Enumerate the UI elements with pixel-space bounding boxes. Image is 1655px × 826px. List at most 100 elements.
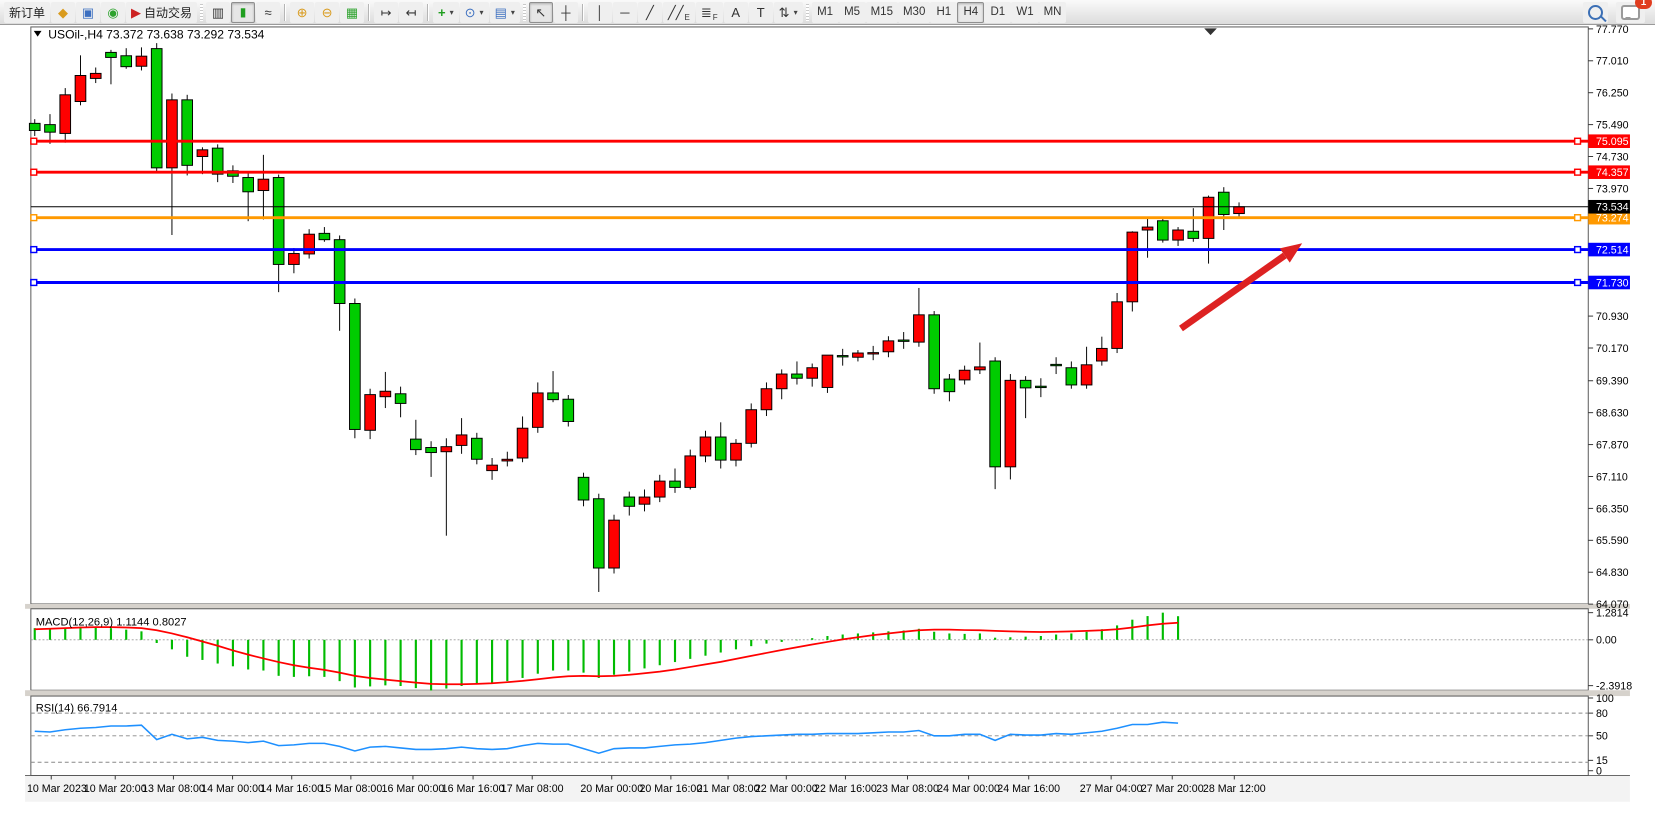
autotrade-button[interactable]: ▶ 自动交易 <box>126 1 198 23</box>
candle-body[interactable] <box>364 394 376 431</box>
timeframe-m5[interactable]: M5 <box>838 1 866 23</box>
candle-body[interactable] <box>1111 301 1123 349</box>
candle-body[interactable] <box>653 480 666 498</box>
candle-body[interactable] <box>928 314 940 390</box>
candle-body[interactable] <box>89 72 102 79</box>
line-handle[interactable] <box>30 245 38 254</box>
one-click-trading-button[interactable]: ◆ <box>51 1 76 23</box>
candle-body[interactable] <box>989 360 1001 468</box>
timeframe-m15[interactable]: M15 <box>865 1 898 23</box>
candle-body[interactable] <box>562 398 575 422</box>
candle-body[interactable] <box>958 369 971 381</box>
indicators-button[interactable]: + ▾ <box>433 1 459 23</box>
candle-body[interactable] <box>1080 364 1093 386</box>
candle-body[interactable] <box>455 434 468 446</box>
line-handle[interactable] <box>1573 245 1582 254</box>
candle-body[interactable] <box>913 314 925 343</box>
candle-body[interactable] <box>745 409 758 444</box>
candle-body[interactable] <box>1187 230 1200 239</box>
line-handle[interactable] <box>1573 278 1582 287</box>
candle-body[interactable] <box>150 48 163 169</box>
chart-area[interactable]: 77.770 77.010 76.250 75.490 74.730 73.970 73.2… <box>0 25 1655 826</box>
candle-body[interactable] <box>1126 231 1139 303</box>
candle-body[interactable] <box>318 232 331 241</box>
candle-body[interactable] <box>623 496 636 507</box>
timeframe-m30[interactable]: M30 <box>897 1 931 23</box>
candle-body[interactable] <box>333 239 346 304</box>
candle-body[interactable] <box>1233 206 1245 215</box>
candle-body[interactable] <box>1096 347 1108 362</box>
candle-body[interactable] <box>714 436 727 461</box>
candle-body[interactable] <box>699 436 712 457</box>
candle-body[interactable] <box>1217 191 1230 215</box>
candle-body[interactable] <box>1156 220 1169 241</box>
chart-shift-button[interactable]: ↤ <box>399 1 424 23</box>
market-watch-button[interactable]: ▣ <box>76 1 101 23</box>
signals-button[interactable]: ◉ <box>101 1 126 23</box>
candle-body[interactable] <box>28 122 41 131</box>
candle-body[interactable] <box>516 427 529 459</box>
candle-body[interactable] <box>730 442 742 461</box>
line-handle[interactable] <box>30 214 38 222</box>
candle-body[interactable] <box>196 149 209 158</box>
candle-body[interactable] <box>440 446 453 453</box>
channel-button[interactable]: ╱╱ E <box>662 1 695 23</box>
timeframe-m1[interactable]: M1 <box>811 1 839 23</box>
candle-body[interactable] <box>394 393 407 404</box>
periods-button[interactable]: ⊙ ▾ <box>459 1 489 23</box>
candle-body[interactable] <box>897 339 910 342</box>
zoom-in-button[interactable]: ⊕ <box>290 1 315 23</box>
candle-body[interactable] <box>120 55 133 68</box>
candle-body[interactable] <box>288 253 300 265</box>
trend-arrow[interactable] <box>1179 252 1287 332</box>
timeframe-mn[interactable]: MN <box>1038 1 1067 23</box>
candle-body[interactable] <box>425 447 437 454</box>
candle-body[interactable] <box>1065 367 1078 386</box>
candle-body[interactable] <box>349 303 361 430</box>
candle-body[interactable] <box>760 388 773 411</box>
line-handle[interactable] <box>30 168 38 176</box>
candle-body[interactable] <box>852 352 864 358</box>
candle-body[interactable] <box>135 55 148 67</box>
horizontal-line-button[interactable]: ─ <box>612 1 637 23</box>
candle-body[interactable] <box>272 177 285 265</box>
timeframe-d1[interactable]: D1 <box>984 1 1012 23</box>
cursor-button[interactable]: ↖ <box>528 1 553 23</box>
timeframe-h1[interactable]: H1 <box>930 1 958 23</box>
symbol-dropdown-icon[interactable] <box>33 30 42 37</box>
candle-body[interactable] <box>303 233 315 255</box>
bar-chart-button[interactable]: ▥ <box>206 1 231 23</box>
candle-body[interactable] <box>379 390 392 398</box>
fibonacci-button[interactable]: ≣ F <box>695 1 723 23</box>
price-panel[interactable] <box>30 26 1589 605</box>
chat-button[interactable]: 1 <box>1616 0 1652 23</box>
candle-body[interactable] <box>791 373 803 379</box>
line-handle[interactable] <box>1573 137 1582 145</box>
candlestick-chart-button[interactable]: ▮ <box>231 1 256 23</box>
candle-body[interactable] <box>1004 379 1017 468</box>
line-handle[interactable] <box>1573 168 1582 176</box>
candle-body[interactable] <box>836 355 849 358</box>
panel-splitter[interactable] <box>25 690 1630 697</box>
tile-windows-button[interactable]: ▦ <box>340 1 365 23</box>
search-button[interactable] <box>1583 1 1608 23</box>
candle-body[interactable] <box>410 438 422 451</box>
candle-body[interactable] <box>775 373 788 390</box>
new-order-button[interactable]: 新订单 <box>4 1 51 23</box>
candle-body[interactable] <box>638 496 651 505</box>
candle-body[interactable] <box>242 177 254 193</box>
candle-body[interactable] <box>547 392 559 401</box>
crosshair-button[interactable]: ┼ <box>553 1 578 23</box>
timeframe-h4[interactable]: H4 <box>957 1 985 23</box>
candle-body[interactable] <box>531 392 544 428</box>
candle-body[interactable] <box>1035 385 1047 389</box>
panel-splitter[interactable] <box>25 603 1630 609</box>
candle-body[interactable] <box>669 480 681 488</box>
candle-body[interactable] <box>684 455 697 488</box>
candle-body[interactable] <box>577 476 590 501</box>
candle-body[interactable] <box>592 498 605 569</box>
candle-body[interactable] <box>1172 229 1184 241</box>
candle-body[interactable] <box>501 458 514 462</box>
label-button[interactable]: T <box>748 1 773 23</box>
vertical-line-button[interactable]: │ <box>587 1 612 23</box>
